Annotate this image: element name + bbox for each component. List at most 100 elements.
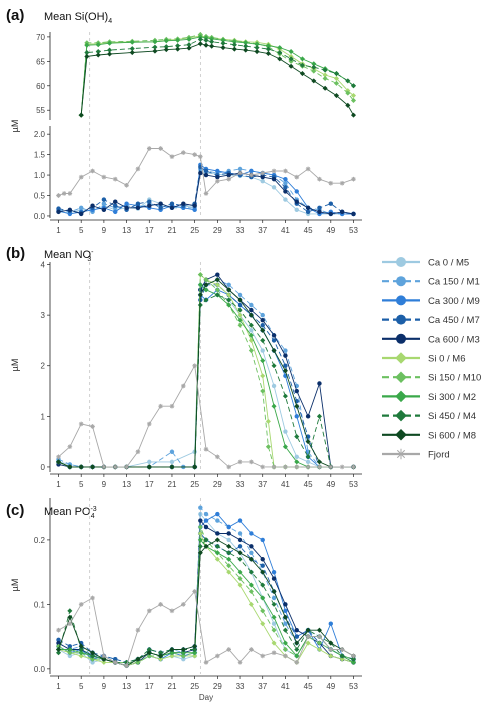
data-point bbox=[311, 78, 317, 84]
data-point bbox=[124, 205, 129, 210]
data-point bbox=[249, 302, 254, 308]
data-point bbox=[113, 656, 118, 662]
data-point bbox=[339, 647, 345, 652]
data-point bbox=[260, 569, 266, 575]
data-point bbox=[175, 46, 181, 52]
data-point bbox=[95, 49, 101, 55]
data-point bbox=[265, 46, 271, 52]
data-point bbox=[333, 75, 340, 81]
data-point bbox=[203, 42, 209, 48]
x-tick-label: 25 bbox=[190, 480, 199, 489]
data-point bbox=[135, 659, 141, 665]
data-point bbox=[146, 464, 152, 470]
x-tick-label: 21 bbox=[168, 682, 177, 691]
data-point bbox=[350, 112, 357, 118]
data-point bbox=[237, 292, 243, 298]
data-point bbox=[316, 640, 322, 646]
data-point bbox=[203, 287, 209, 293]
data-point bbox=[339, 464, 345, 470]
data-point bbox=[169, 646, 175, 653]
data-point bbox=[203, 282, 209, 288]
data-point bbox=[209, 36, 215, 42]
x-tick-label: 41 bbox=[281, 682, 290, 691]
data-point bbox=[220, 40, 226, 46]
legend-item-si-450-m4: Si 450 / M4 bbox=[382, 409, 476, 422]
data-point bbox=[260, 653, 266, 659]
x-tick-label: 49 bbox=[326, 682, 335, 691]
series-si-300-m2 bbox=[55, 282, 357, 470]
data-point bbox=[226, 176, 232, 182]
data-point bbox=[220, 45, 226, 51]
legend-marker bbox=[396, 333, 406, 344]
data-point bbox=[294, 174, 300, 180]
data-point bbox=[305, 209, 311, 215]
data-point bbox=[248, 582, 254, 588]
x-tick-label: 17 bbox=[145, 226, 154, 235]
data-point bbox=[271, 595, 277, 601]
data-point bbox=[260, 337, 266, 343]
data-point bbox=[135, 627, 141, 633]
x-tick-label: 53 bbox=[349, 480, 358, 489]
data-point bbox=[55, 459, 62, 465]
data-point bbox=[294, 414, 299, 419]
data-point bbox=[271, 650, 277, 656]
data-point bbox=[271, 627, 277, 633]
data-point bbox=[350, 83, 357, 89]
data-point bbox=[169, 403, 175, 409]
data-point bbox=[271, 640, 277, 646]
data-point bbox=[226, 292, 232, 298]
data-point bbox=[271, 168, 277, 174]
series-si-600-m8 bbox=[78, 41, 357, 118]
data-point bbox=[56, 454, 61, 460]
data-point bbox=[294, 434, 300, 440]
data-point bbox=[67, 608, 73, 614]
data-point bbox=[169, 608, 175, 614]
data-point bbox=[78, 174, 84, 180]
data-point bbox=[67, 191, 73, 196]
data-point bbox=[311, 61, 317, 67]
data-point bbox=[226, 550, 232, 556]
data-point bbox=[107, 51, 113, 57]
legend-label: Ca 450 / M7 bbox=[428, 315, 480, 326]
data-point bbox=[169, 449, 175, 454]
data-point bbox=[260, 563, 265, 568]
x-tick-label: 21 bbox=[168, 480, 177, 489]
data-point bbox=[226, 524, 231, 530]
data-point bbox=[129, 46, 135, 52]
data-point bbox=[79, 211, 84, 217]
legend-marker bbox=[395, 390, 407, 403]
data-point bbox=[294, 454, 299, 460]
data-point bbox=[186, 42, 192, 48]
data-point bbox=[260, 317, 265, 323]
x-tick-label: 1 bbox=[56, 480, 61, 489]
data-point bbox=[265, 418, 271, 424]
data-point bbox=[169, 459, 175, 465]
data-point bbox=[56, 462, 61, 467]
series-line-si-300-m2 bbox=[58, 538, 354, 667]
data-point bbox=[350, 659, 357, 665]
series-si-450-m4 bbox=[78, 36, 357, 118]
data-point bbox=[78, 602, 84, 607]
x-axis-label: Day bbox=[199, 693, 213, 702]
data-point bbox=[265, 50, 271, 57]
data-point bbox=[169, 201, 175, 206]
data-point bbox=[351, 176, 356, 182]
data-point bbox=[271, 621, 277, 626]
data-point bbox=[135, 166, 141, 172]
legend-marker bbox=[395, 371, 407, 383]
series-fjord bbox=[56, 589, 356, 668]
data-point bbox=[271, 185, 277, 190]
series-ca-450-m7 bbox=[56, 282, 356, 470]
y-tick-label: 1 bbox=[41, 412, 46, 421]
data-point bbox=[186, 36, 192, 42]
data-point bbox=[203, 37, 209, 43]
data-point bbox=[226, 556, 232, 562]
data-point bbox=[294, 464, 300, 470]
data-point bbox=[203, 277, 209, 283]
data-point bbox=[282, 444, 288, 450]
data-point bbox=[294, 189, 299, 194]
legend-label: Ca 600 / M3 bbox=[428, 334, 480, 345]
data-point bbox=[248, 348, 254, 354]
data-point bbox=[163, 47, 169, 53]
x-tick-label: 53 bbox=[349, 682, 358, 691]
